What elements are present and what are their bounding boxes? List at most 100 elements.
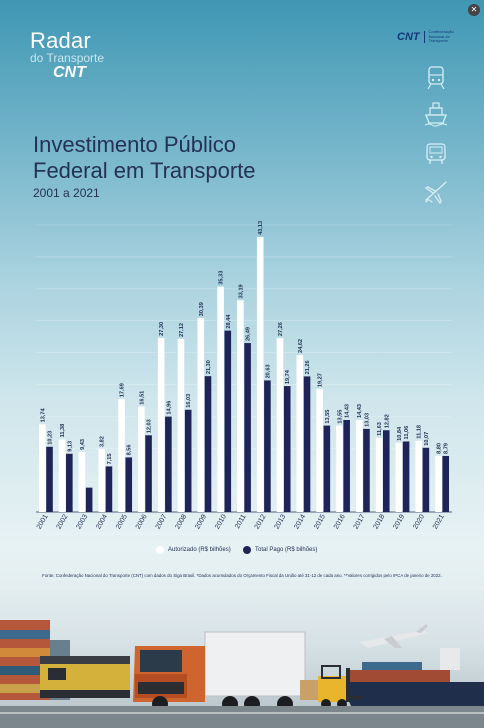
value-label-authorized-2001: 13,74 — [40, 407, 46, 422]
value-label-authorized-2004: 3,82 — [100, 436, 106, 447]
bar-paid-2005 — [125, 457, 133, 512]
x-tick-2002: 2002 — [56, 513, 70, 530]
value-label-paid-2012: 20,63 — [265, 364, 271, 378]
bar-authorized-2011 — [237, 300, 244, 512]
value-label-paid-2010: 28,44 — [226, 314, 232, 329]
bar-paid-2021 — [442, 455, 449, 512]
chart-grid — [36, 224, 452, 513]
bar-authorized-2010 — [217, 286, 224, 512]
bar-paid-2009 — [204, 376, 212, 512]
radar-brand: Radar do Transporte CNT — [30, 30, 104, 81]
x-tick-2019: 2019 — [392, 513, 406, 530]
bar-paid-2016 — [343, 419, 350, 512]
x-tick-2016: 2016 — [333, 513, 347, 530]
bar-paid-2007 — [165, 416, 172, 512]
value-label-paid-2002: 9,13 — [67, 441, 73, 452]
bar-authorized-2018 — [375, 437, 383, 512]
brand-line2: do Transporte — [30, 51, 105, 65]
x-tick-2009: 2009 — [194, 513, 208, 530]
truck — [133, 631, 306, 712]
x-tick-2012: 2012 — [254, 513, 268, 530]
x-tick-2013: 2013 — [273, 513, 287, 530]
value-label-paid-2019: 11,06 — [404, 426, 410, 440]
x-tick-2011: 2011 — [234, 513, 248, 530]
legend-paid: Total Pago (R$ bilhões) — [243, 546, 317, 554]
x-tick-2003: 2003 — [75, 513, 89, 530]
x-tick-2001: 2001 — [36, 513, 50, 530]
value-label-paid-2004: 7,15 — [107, 454, 113, 465]
title-line2: Federal em Transporte — [33, 158, 256, 183]
bar-authorized-2003 — [78, 451, 86, 512]
title-line1: Investimento Público — [33, 132, 236, 157]
legend-authorized-swatch — [156, 546, 164, 554]
value-label-paid-2016: 14,43 — [345, 404, 351, 418]
bar-authorized-2012 — [256, 236, 264, 512]
value-label-authorized-2019: 10,84 — [397, 426, 403, 441]
ship-icon — [424, 102, 448, 127]
x-tick-2015: 2015 — [313, 513, 327, 530]
bar-authorized-2007 — [157, 337, 165, 512]
value-label-authorized-2020: 11,18 — [417, 425, 423, 439]
airplane-icon — [424, 181, 447, 205]
bar-authorized-2013 — [276, 338, 284, 512]
value-label-authorized-2007: 27,30 — [159, 322, 165, 336]
x-tick-2014: 2014 — [293, 513, 307, 530]
value-label-authorized-2009: 30,39 — [199, 302, 205, 316]
bar-paid-2008 — [184, 409, 192, 512]
locomotive — [40, 656, 130, 698]
bar-authorized-2005 — [118, 399, 125, 512]
airplane — [360, 624, 428, 648]
bar-authorized-2001 — [39, 424, 46, 512]
x-tick-2020: 2020 — [412, 513, 426, 530]
bar-paid-2011 — [244, 343, 251, 512]
bar-paid-2010 — [224, 330, 232, 512]
bar-paid-2006 — [145, 435, 152, 512]
value-label-paid-2008: 16,03 — [186, 394, 192, 408]
bar-chart: 13,74 10,23 11,389,13 9,43 3,82 7,15 17,69 8,56… — [36, 221, 452, 530]
source-note: Fonte: Confederação Nacional do Transpor… — [42, 573, 442, 578]
value-label-authorized-2018: 11,63 — [377, 422, 383, 436]
bar-authorized-2017 — [355, 419, 363, 512]
bar-paid-2020 — [422, 447, 430, 512]
value-label-authorized-2002: 11,38 — [60, 424, 66, 438]
value-label-authorized-2013: 27,26 — [278, 322, 284, 336]
bar-paid-2003 — [85, 487, 93, 512]
close-icon[interactable]: ✕ — [468, 4, 480, 16]
value-label-paid-2018: 12,82 — [384, 414, 390, 428]
page-subtitle: 2001 a 2021 — [33, 186, 100, 200]
cnt-logo: CNT Confederação Nacional do Transporte — [397, 30, 454, 44]
legend-authorized: Autorizado (R$ bilhões) — [156, 546, 231, 554]
bar-authorized-2006 — [138, 406, 145, 512]
value-label-authorized-2011: 33,19 — [238, 284, 244, 298]
legend-authorized-label: Autorizado (R$ bilhões) — [168, 547, 231, 553]
x-tick-2017: 2017 — [353, 513, 367, 530]
value-label-paid-2011: 26,49 — [246, 327, 252, 341]
chart-x-ticks: 2001 2002 2003 2004 2005 2006 2007 2008 2009 2010… — [36, 513, 446, 530]
x-tick-2006: 2006 — [135, 513, 149, 530]
chart-value-labels: 13,74 10,23 11,389,13 9,43 3,82 7,15 17,69 8,56… — [40, 221, 449, 464]
value-label-authorized-2017: 14,43 — [357, 404, 363, 418]
x-tick-2005: 2005 — [115, 513, 129, 530]
x-tick-2008: 2008 — [174, 513, 188, 530]
value-label-authorized-2014: 24,62 — [298, 339, 304, 353]
logo-name: CNT — [397, 31, 420, 43]
bar-authorized-2016 — [336, 425, 343, 512]
value-label-paid-2017: 13,03 — [364, 413, 370, 427]
bar-paid-2019 — [402, 441, 410, 512]
bar-paid-2014 — [303, 376, 311, 512]
x-tick-2007: 2007 — [155, 513, 169, 530]
bar-authorized-2019 — [395, 442, 403, 512]
legend-paid-swatch — [243, 546, 251, 554]
bar-paid-2017 — [363, 428, 370, 512]
bar-authorized-2015 — [316, 389, 323, 512]
brand-line1: Radar — [30, 28, 91, 53]
x-tick-2004: 2004 — [95, 513, 109, 530]
bar-paid-2012 — [264, 380, 271, 512]
value-label-authorized-2008: 27,12 — [179, 323, 185, 337]
value-label-paid-2021: 8,79 — [444, 443, 450, 454]
cargo-ship — [340, 648, 484, 708]
page-title: Investimento Público Federal em Transpor… — [33, 132, 256, 184]
value-label-authorized-2012: 43,13 — [258, 221, 264, 235]
value-label-paid-2015: 13,55 — [325, 410, 331, 424]
bar-paid-2013 — [283, 386, 291, 512]
